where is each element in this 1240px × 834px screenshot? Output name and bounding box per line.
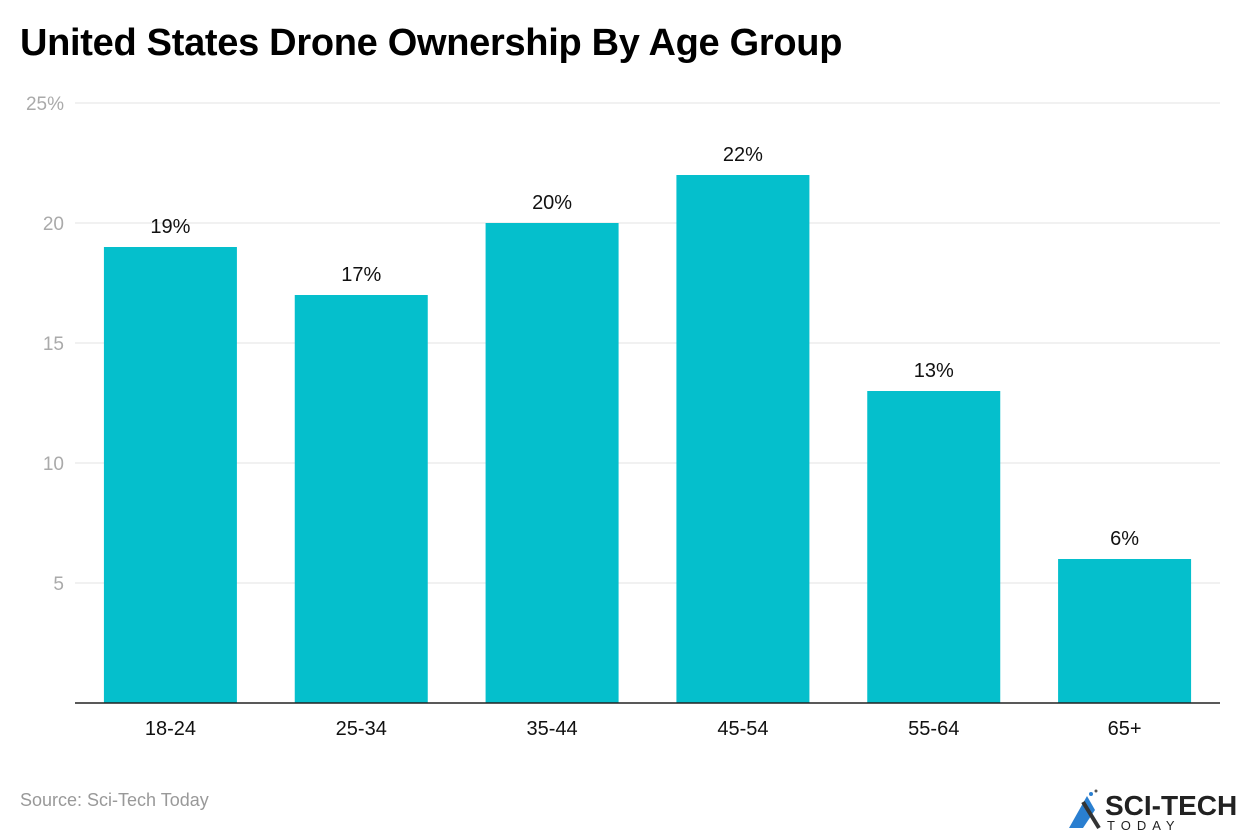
- data-label: 20%: [532, 192, 572, 214]
- y-tick-label: 15: [43, 334, 64, 355]
- bar-chart: 5 10 15 20 25% 19% 18-24 17% 25-34 20% 35-44 22% 45-…: [26, 94, 1220, 740]
- bar: [867, 391, 1001, 703]
- y-tick-label: 25%: [26, 94, 64, 115]
- bar: [676, 175, 810, 703]
- bar: [485, 223, 619, 703]
- x-tick-label: 65+: [1108, 718, 1142, 740]
- y-tick-label: 10: [43, 454, 64, 475]
- y-tick-label: 20: [43, 214, 64, 235]
- x-tick-label: 45-54: [717, 718, 768, 740]
- data-label: 22%: [723, 144, 763, 166]
- x-tick-label: 35-44: [527, 718, 578, 740]
- bar: [103, 247, 237, 703]
- svg-text:SCI-TECH: SCI-TECH: [1105, 790, 1237, 821]
- svg-text:TODAY: TODAY: [1107, 818, 1181, 832]
- x-tick-label: 18-24: [145, 718, 196, 740]
- data-label: 17%: [341, 264, 381, 286]
- x-tick-label: 25-34: [336, 718, 387, 740]
- sci-tech-today-logo: SCI-TECH TODAY: [1069, 789, 1237, 832]
- bar: [294, 295, 428, 703]
- chart-title: United States Drone Ownership By Age Gro…: [20, 22, 843, 64]
- y-tick-label: 5: [53, 574, 64, 595]
- data-label: 13%: [914, 360, 954, 382]
- data-label: 19%: [150, 216, 190, 238]
- data-label: 6%: [1110, 528, 1139, 550]
- bar: [1058, 559, 1192, 703]
- x-tick-label: 55-64: [908, 718, 959, 740]
- source-note: Source: Sci-Tech Today: [20, 790, 209, 810]
